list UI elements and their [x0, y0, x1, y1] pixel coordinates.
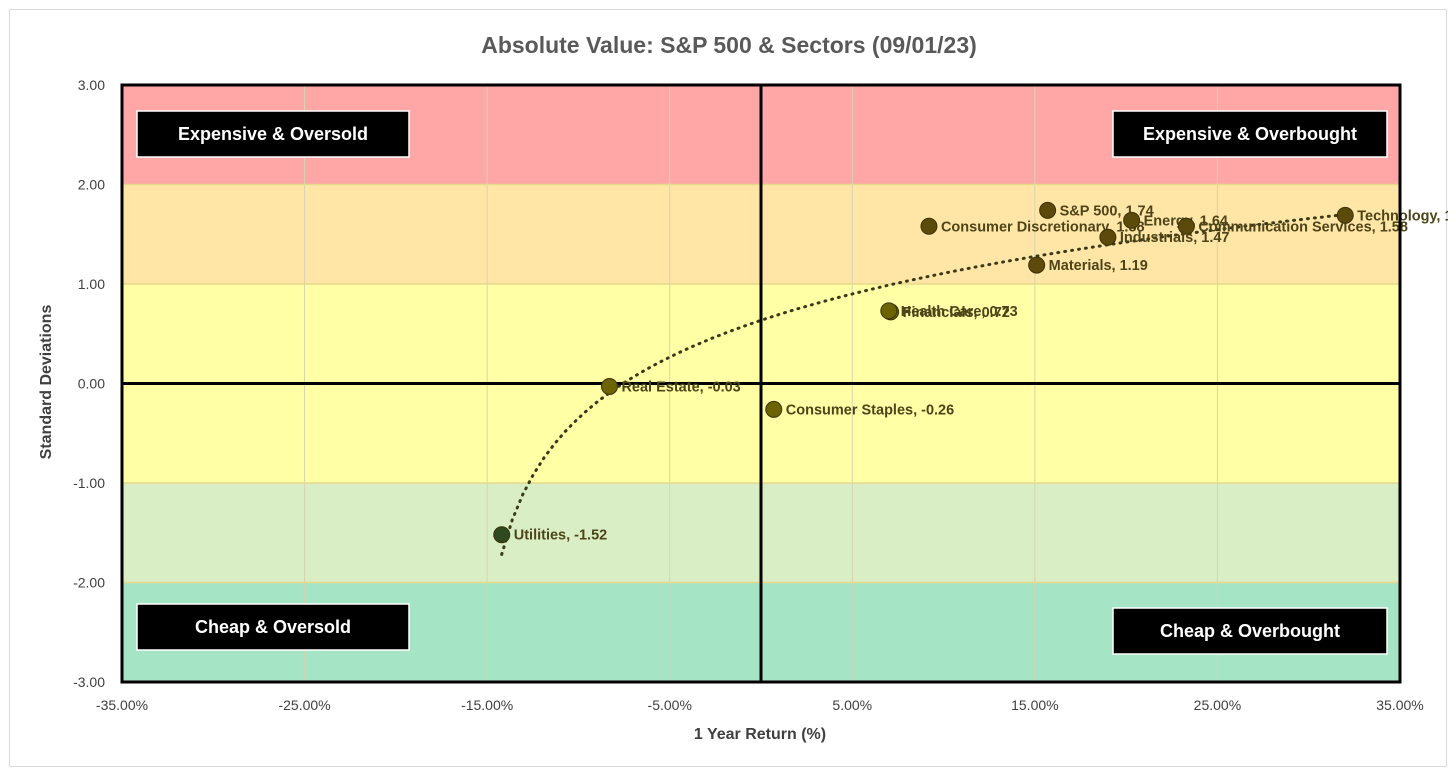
chart-frame: Absolute Value: S&P 500 & Sectors (09/01… — [9, 9, 1448, 767]
trendline-path — [500, 213, 1347, 556]
x-tick-label: 5.00% — [832, 697, 872, 713]
plot-area-border — [120, 83, 1402, 684]
quadrant-box-cheap-overbought — [1112, 607, 1388, 655]
point-consumer-discretionary — [920, 217, 938, 235]
point-label-health-care: Health Care, 0.73 — [901, 304, 1018, 320]
x-tick-label: -25.00% — [278, 697, 330, 713]
x-tick-label: 15.00% — [1011, 697, 1058, 713]
x-tick-label: 35.00% — [1376, 697, 1423, 713]
quadrant-label-expensive-overbought: Expensive & Overbought — [1143, 124, 1357, 144]
quadrant-box-expensive-oversold — [136, 110, 410, 158]
x-tick-label: -15.00% — [461, 697, 513, 713]
y-tick-label: -3.00 — [73, 674, 105, 690]
quadrant-labels: Expensive & Oversold Expensive & Overboug… — [136, 110, 1388, 655]
x-tick-labels: -35.00% -25.00% -15.00% -5.00% 5.00% 15.00% 25… — [96, 697, 1424, 713]
y-tick-label: 3.00 — [78, 77, 105, 93]
y-axis-title: Standard Deviations — [38, 305, 55, 460]
point-health-care — [880, 302, 898, 320]
trendline — [500, 213, 1347, 556]
point-communication-services — [1177, 217, 1195, 235]
point-label-utilities: Utilities, -1.52 — [514, 528, 607, 544]
point-label-financials: Financials, 0.72 — [903, 305, 1010, 321]
point-label-s-p-500: S&P 500, 1.74 — [1060, 203, 1154, 219]
point-technology — [1336, 206, 1354, 224]
point-label-industrials: Industrials, 1.47 — [1120, 230, 1230, 246]
point-energy — [1123, 211, 1141, 229]
quadrant-label-expensive-oversold: Expensive & Oversold — [178, 124, 368, 144]
quadrant-box-expensive-overbought — [1112, 110, 1388, 158]
x-tick-label: 25.00% — [1194, 697, 1241, 713]
zero-axes — [122, 85, 1400, 682]
scatter-chart: Absolute Value: S&P 500 & Sectors (09/01… — [38, 32, 1448, 743]
point-label-real-estate: Real Estate, -0.03 — [621, 379, 740, 395]
x-tick-label: -5.00% — [648, 697, 692, 713]
point-label-technology: Technology, 1.69 — [1357, 208, 1448, 224]
point-industrials — [1099, 228, 1117, 246]
y-tick-label: 0.00 — [78, 376, 105, 392]
plot-border — [120, 83, 1402, 684]
quadrant-label-cheap-oversold: Cheap & Oversold — [195, 617, 351, 637]
quadrant-label-cheap-overbought: Cheap & Overbought — [1160, 621, 1340, 641]
y-tick-labels: 3.00 2.00 1.00 0.00 -1.00 -2.00 -3.00 — [73, 77, 105, 690]
point-label-consumer-staples: Consumer Staples, -0.26 — [786, 402, 954, 418]
point-real-estate — [600, 377, 618, 395]
point-label-consumer-discretionary: Consumer Discretionary, 1.58 — [941, 219, 1145, 235]
point-label-materials: Materials, 1.19 — [1049, 258, 1148, 274]
point-utilities — [493, 526, 511, 544]
quadrant-box-cheap-oversold — [136, 603, 410, 651]
chart-title: Absolute Value: S&P 500 & Sectors (09/01… — [481, 32, 977, 58]
point-materials — [1028, 256, 1046, 274]
y-tick-label: -2.00 — [73, 575, 105, 591]
point-label-communication-services: Communication Services, 1.58 — [1198, 219, 1408, 235]
x-axis-title: 1 Year Return (%) — [694, 726, 826, 743]
y-tick-label: 1.00 — [78, 276, 105, 292]
point-s-p-500 — [1039, 201, 1057, 219]
x-tick-label: -35.00% — [96, 697, 148, 713]
y-tick-label: 2.00 — [78, 177, 105, 193]
point-consumer-staples — [765, 400, 783, 418]
y-tick-label: -1.00 — [73, 475, 105, 491]
